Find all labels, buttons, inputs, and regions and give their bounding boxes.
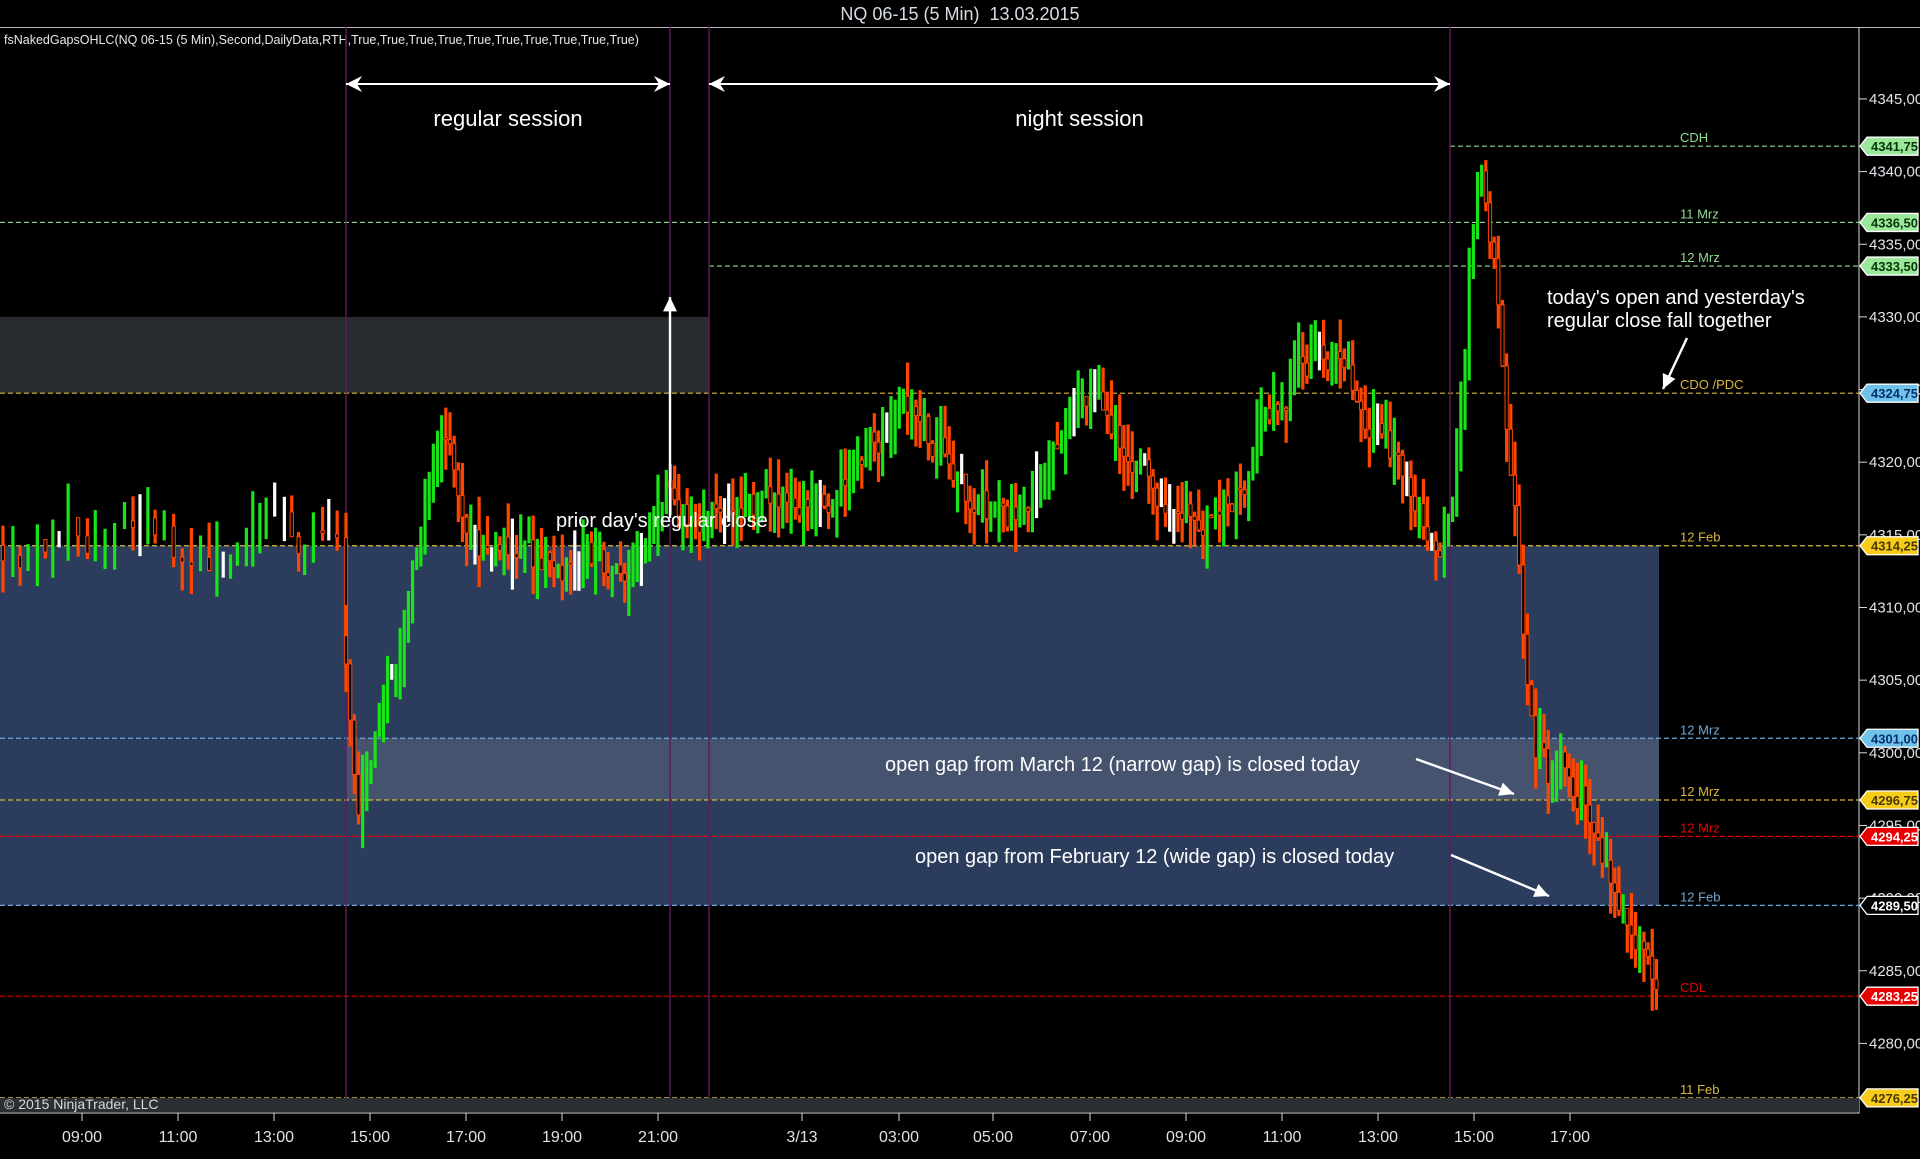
svg-text:17:00: 17:00 <box>1550 1129 1590 1146</box>
svg-text:17:00: 17:00 <box>446 1129 486 1146</box>
svg-text:12 Mrz: 12 Mrz <box>1680 722 1720 737</box>
svg-text:4333,50: 4333,50 <box>1871 259 1918 274</box>
svg-text:4310,00: 4310,00 <box>1869 600 1920 617</box>
svg-text:CDL: CDL <box>1680 980 1706 995</box>
svg-text:4320,00: 4320,00 <box>1869 454 1920 471</box>
svg-text:11:00: 11:00 <box>1263 1129 1302 1146</box>
svg-text:11 Mrz: 11 Mrz <box>1680 206 1719 221</box>
svg-text:regular close fall together: regular close fall together <box>1547 310 1772 332</box>
svg-text:03:00: 03:00 <box>879 1129 919 1146</box>
svg-text:4330,00: 4330,00 <box>1869 309 1920 326</box>
svg-text:4301,00: 4301,00 <box>1871 731 1918 746</box>
svg-text:4345,00: 4345,00 <box>1869 91 1920 108</box>
svg-text:night session: night session <box>1015 106 1143 131</box>
svg-text:4276,25: 4276,25 <box>1871 1091 1918 1106</box>
svg-text:4340,00: 4340,00 <box>1869 164 1920 181</box>
svg-text:open gap from March 12 (narrow: open gap from March 12 (narrow gap) is c… <box>885 754 1360 776</box>
svg-text:15:00: 15:00 <box>350 1129 390 1146</box>
svg-text:CDO /PDC: CDO /PDC <box>1680 377 1744 392</box>
svg-text:4341,75: 4341,75 <box>1871 139 1918 154</box>
svg-text:© 2015 NinjaTrader, LLC: © 2015 NinjaTrader, LLC <box>4 1096 159 1112</box>
svg-text:09:00: 09:00 <box>1166 1129 1206 1146</box>
svg-text:3/13: 3/13 <box>786 1129 817 1146</box>
svg-text:CDH: CDH <box>1680 130 1708 145</box>
svg-text:12 Feb: 12 Feb <box>1680 530 1720 545</box>
svg-text:4285,00: 4285,00 <box>1869 963 1920 980</box>
svg-text:4283,25: 4283,25 <box>1871 989 1918 1004</box>
svg-text:21:00: 21:00 <box>638 1129 678 1146</box>
svg-text:12 Feb: 12 Feb <box>1680 889 1720 904</box>
svg-text:07:00: 07:00 <box>1070 1129 1110 1146</box>
svg-text:12 Mrz: 12 Mrz <box>1680 250 1720 265</box>
svg-text:15:00: 15:00 <box>1454 1129 1494 1146</box>
svg-text:4280,00: 4280,00 <box>1869 1035 1920 1052</box>
svg-text:regular session: regular session <box>433 106 582 131</box>
svg-text:13:00: 13:00 <box>1358 1129 1398 1146</box>
svg-text:12 Mrz: 12 Mrz <box>1680 820 1720 835</box>
svg-text:4324,75: 4324,75 <box>1871 386 1918 401</box>
svg-text:4289,50: 4289,50 <box>1871 898 1918 913</box>
svg-text:13:00: 13:00 <box>254 1129 294 1146</box>
svg-text:09:00: 09:00 <box>62 1129 102 1146</box>
svg-text:11:00: 11:00 <box>159 1129 198 1146</box>
svg-text:4335,00: 4335,00 <box>1869 236 1920 253</box>
svg-text:4305,00: 4305,00 <box>1869 672 1920 689</box>
svg-text:4294,25: 4294,25 <box>1871 829 1918 844</box>
svg-text:19:00: 19:00 <box>542 1129 582 1146</box>
svg-text:11 Feb: 11 Feb <box>1680 1082 1720 1097</box>
svg-text:open gap from February 12 (wid: open gap from February 12 (wide gap) is … <box>915 846 1394 868</box>
svg-text:05:00: 05:00 <box>973 1129 1013 1146</box>
svg-text:prior day's regular close: prior day's regular close <box>556 510 768 532</box>
svg-text:4314,25: 4314,25 <box>1871 539 1918 554</box>
svg-text:today's open and yesterday's: today's open and yesterday's <box>1547 287 1805 309</box>
svg-text:4296,75: 4296,75 <box>1871 793 1918 808</box>
svg-text:12 Mrz: 12 Mrz <box>1680 784 1720 799</box>
svg-text:4336,50: 4336,50 <box>1871 215 1918 230</box>
